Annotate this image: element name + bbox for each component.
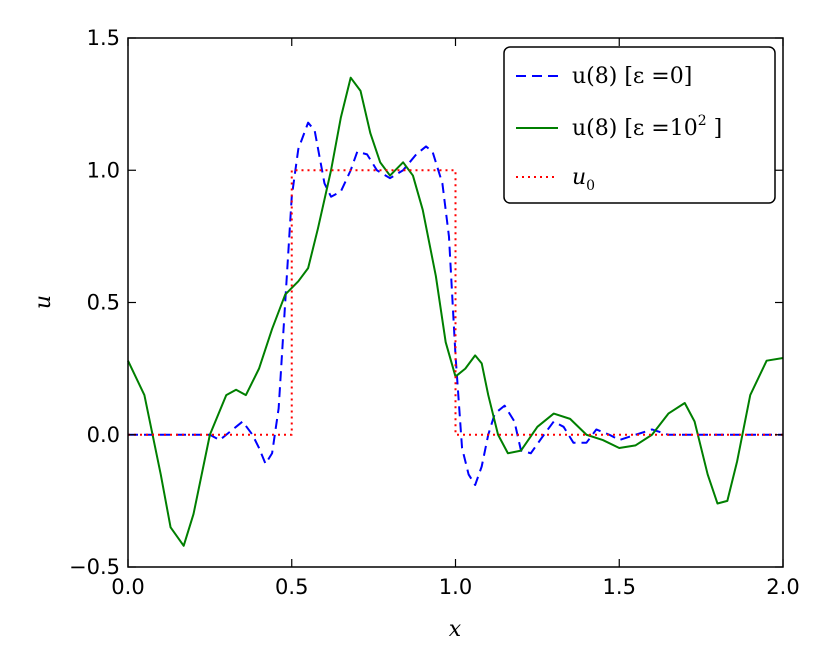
y-tick-label: −0.5 [69,555,120,579]
series-line-dotted [128,169,783,436]
x-tick-label: 2.0 [766,575,799,599]
legend-label-u0: u0 [572,165,595,194]
legend: u(8) [ε =0] u(8) [ε =102 ] u0 [503,46,776,204]
series-line-solid [127,76,784,547]
tick-layer: 0.0 0.5 1.0 1.5 2.0−0.50.00.51.01.5 [69,26,800,599]
y-tick-label: 1.5 [87,26,120,50]
legend-frame [503,46,776,204]
legend-label-epsilon-100: u(8) [ε =102 ] [572,113,722,141]
x-tick-label: 0.0 [111,575,144,599]
legend-label-epsilon-0: u(8) [ε =0] [572,64,692,89]
x-axis-label: x [449,617,462,642]
y-tick-label: 0.5 [87,291,120,315]
y-axis-label: u [31,295,56,309]
series-layer [127,76,784,547]
x-tick-label: 0.5 [275,575,308,599]
y-tick-label: 1.0 [87,158,120,182]
x-tick-label: 1.0 [439,575,472,599]
y-tick-label: 0.0 [87,423,120,447]
x-tick-label: 1.5 [603,575,636,599]
